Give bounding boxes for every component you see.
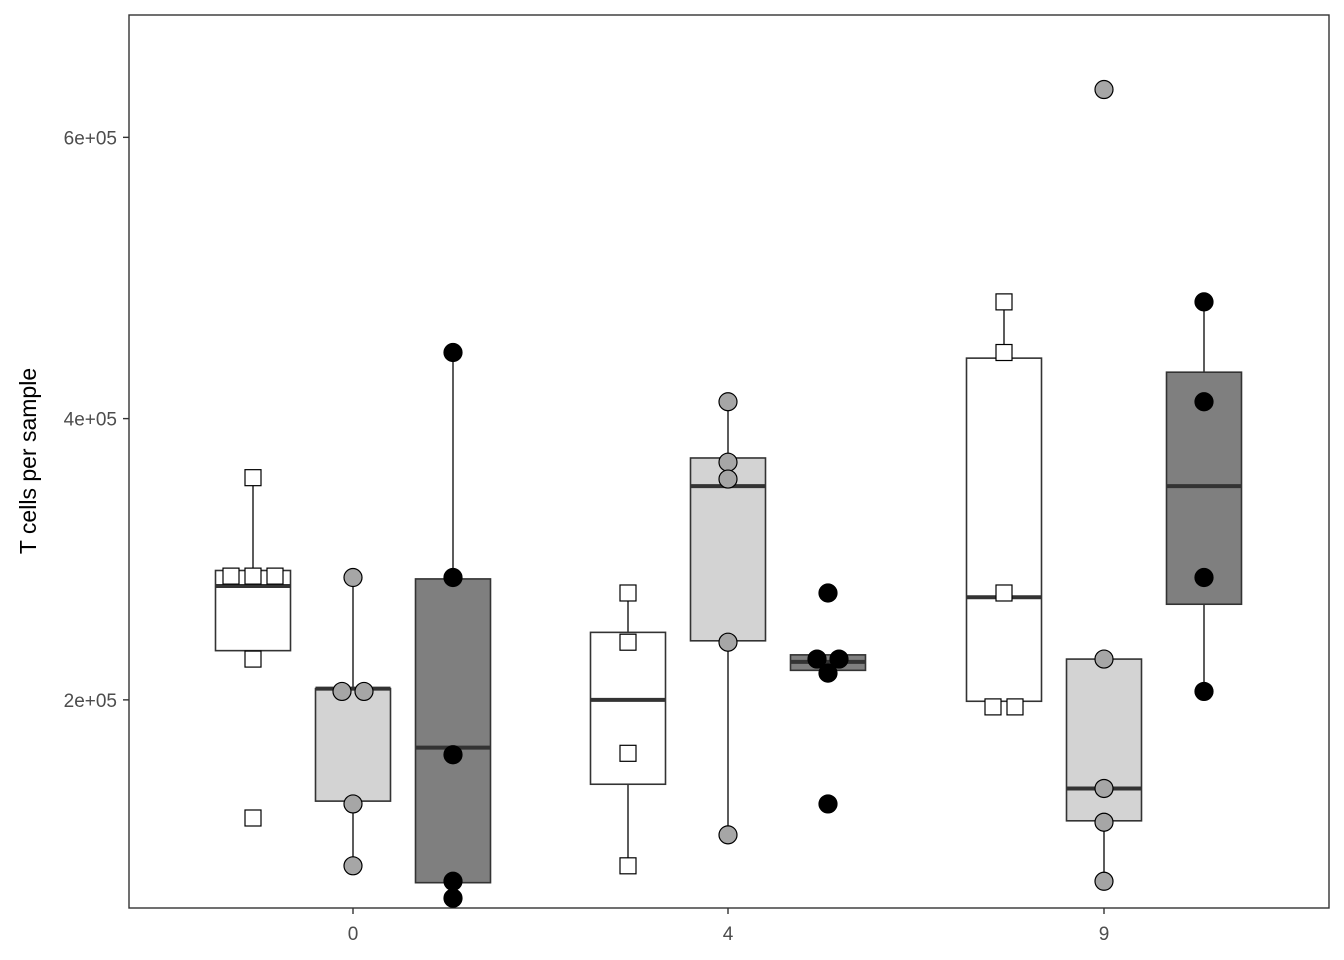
data-point [829, 649, 849, 669]
data-point [1194, 392, 1214, 412]
data-point [1094, 649, 1114, 669]
box-0-1 [214, 469, 292, 827]
box-body [965, 357, 1043, 703]
axes: 2e+05 4e+05 6e+05 0 4 9 [64, 128, 1110, 945]
data-point [343, 794, 363, 814]
data-point [718, 452, 738, 472]
box-9-1 [965, 293, 1043, 716]
data-point [1094, 871, 1114, 891]
box-body [314, 687, 392, 802]
data-point [244, 809, 262, 827]
data-point [1094, 778, 1114, 799]
box-group-0 [214, 342, 492, 908]
data-point [1194, 681, 1214, 702]
box-0-3 [414, 342, 492, 908]
data-point [619, 744, 637, 762]
box-4-2 [689, 392, 767, 845]
box-body [414, 578, 492, 884]
data-point [443, 871, 463, 891]
y-tick-label: 4e+05 [64, 410, 117, 431]
data-point [1194, 567, 1214, 588]
data-point [443, 567, 463, 588]
y-axis-title: T cells per sample [15, 368, 41, 554]
data-point [995, 343, 1013, 362]
x-tick-label: 9 [1099, 924, 1110, 945]
data-point [244, 567, 262, 585]
box-group-9 [965, 79, 1243, 891]
data-point [818, 794, 838, 814]
data-point [354, 681, 374, 702]
box-9-3 [1165, 292, 1243, 702]
data-point [995, 584, 1013, 602]
data-point [244, 650, 262, 668]
data-point [995, 293, 1013, 311]
box-group-4 [589, 392, 867, 875]
data-point [1094, 79, 1114, 100]
box-4-1 [589, 584, 667, 875]
data-point [807, 649, 827, 669]
x-tick-label: 4 [723, 924, 734, 945]
y-tick-label: 6e+05 [64, 128, 117, 149]
data-point [718, 632, 738, 652]
data-point [1006, 698, 1024, 716]
data-point [984, 698, 1002, 716]
box-4-3 [789, 583, 867, 814]
data-point [443, 342, 463, 363]
box-9-2 [1065, 79, 1143, 891]
data-point [718, 825, 738, 845]
data-point [1094, 812, 1114, 832]
data-point [343, 856, 363, 876]
x-tick-label: 0 [348, 924, 359, 945]
data-point [343, 567, 363, 588]
data-point [619, 633, 637, 651]
data-point [443, 888, 463, 908]
data-point [619, 857, 637, 875]
box-0-2 [314, 567, 392, 876]
data-point [818, 663, 838, 683]
data-point [332, 681, 352, 702]
data-point [818, 583, 838, 603]
data-point [266, 567, 284, 585]
data-point [443, 745, 463, 765]
data-point [1194, 292, 1214, 312]
data-point [222, 567, 240, 585]
data-point [718, 469, 738, 489]
data-point [718, 392, 738, 412]
plot-area [128, 14, 1330, 909]
data-point [244, 469, 262, 487]
data-point [619, 584, 637, 602]
y-tick-label: 2e+05 [64, 691, 117, 712]
